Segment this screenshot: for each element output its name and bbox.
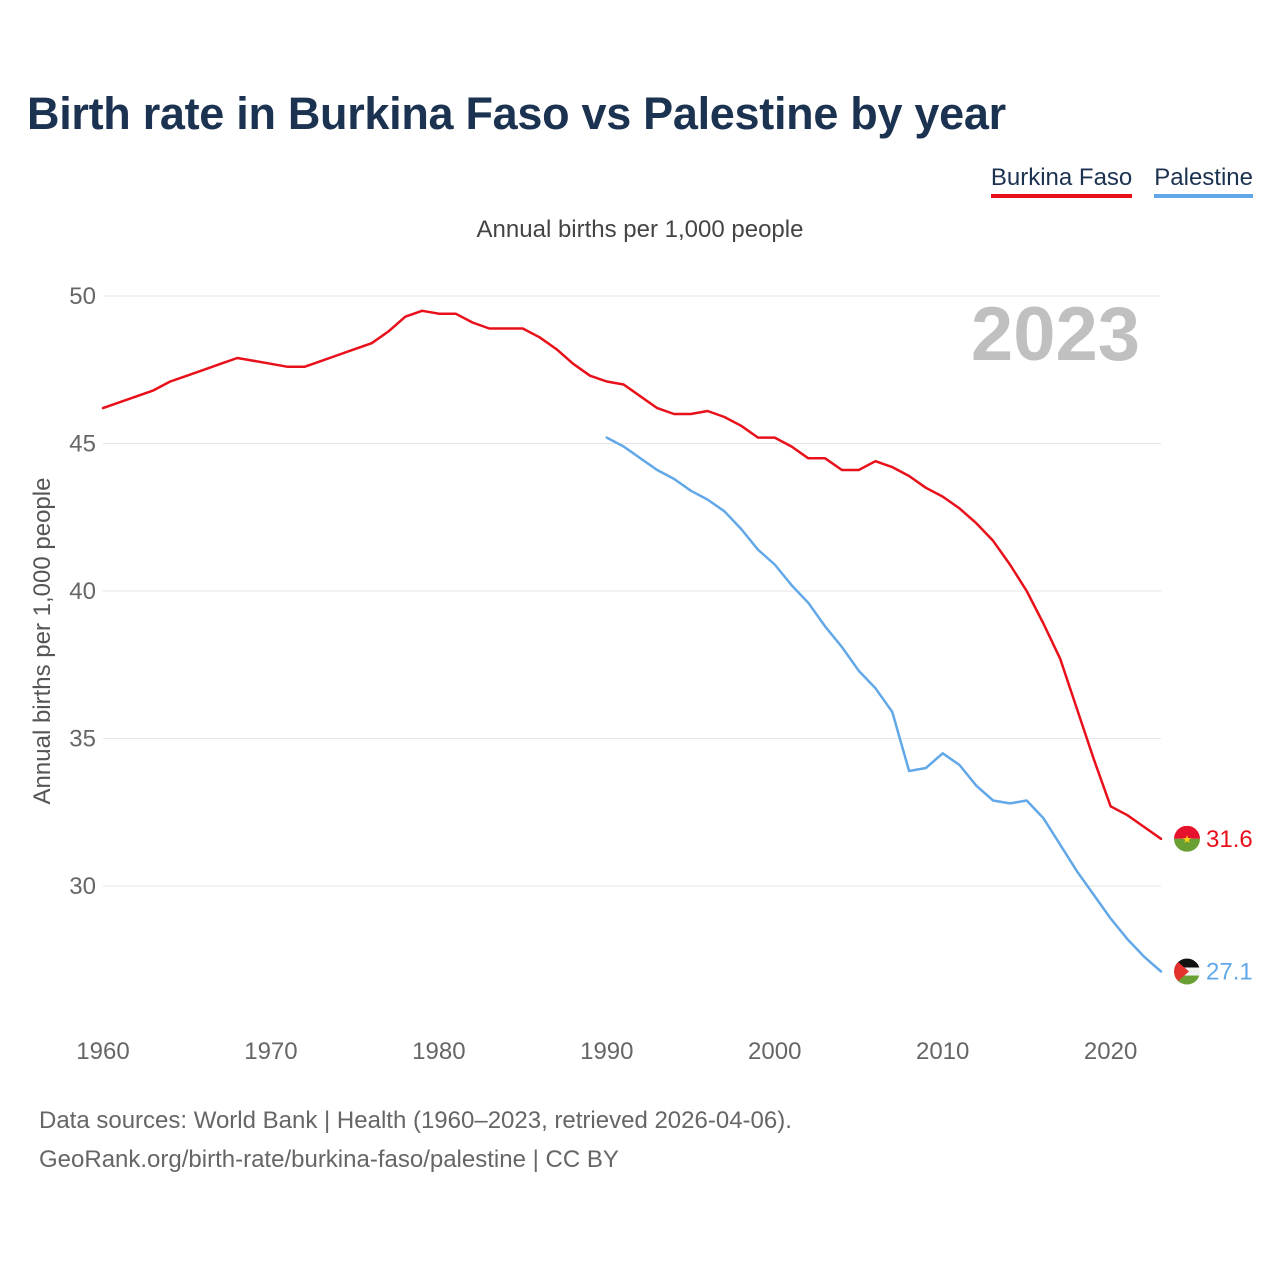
- x-tick-label: 2010: [916, 1038, 969, 1065]
- y-tick-label: 30: [69, 873, 96, 900]
- legend: Burkina Faso Palestine: [990, 164, 1253, 198]
- footer-url: GeoRank.org/birth-rate/burkina-faso/pale…: [39, 1146, 619, 1173]
- footer-sources: Data sources: World Bank | Health (1960–…: [39, 1107, 792, 1134]
- svg-text:★: ★: [1182, 834, 1192, 846]
- y-axis: 30 35 40 45 50: [69, 283, 96, 900]
- gridlines: [103, 295, 1161, 887]
- x-tick-label: 1990: [580, 1038, 633, 1065]
- y-axis-label: Annual births per 1,000 people: [29, 478, 56, 805]
- end-markers: ★ 31.6 27.1: [1174, 825, 1253, 986]
- end-value-label-palestine: 27.1: [1206, 959, 1253, 986]
- palestine-flag-icon: [1174, 958, 1200, 985]
- y-tick-label: 50: [69, 283, 96, 310]
- y-tick-label: 40: [69, 578, 96, 605]
- y-tick-label: 45: [69, 431, 96, 458]
- x-tick-label: 1980: [412, 1038, 465, 1065]
- end-value-label-burkina-faso: 31.6: [1206, 826, 1253, 853]
- legend-item-palestine[interactable]: Palestine: [1154, 164, 1253, 198]
- x-tick-label: 2000: [748, 1038, 801, 1065]
- year-watermark: 2023: [971, 292, 1140, 377]
- chart-subtitle: Annual births per 1,000 people: [476, 216, 804, 243]
- y-tick-label: 35: [69, 726, 96, 753]
- x-tick-label: 2020: [1084, 1038, 1137, 1065]
- burkina-faso-flag-icon: ★: [1174, 825, 1200, 852]
- legend-item-burkina-faso[interactable]: Burkina Faso: [990, 164, 1133, 198]
- x-tick-label: 1970: [244, 1038, 297, 1065]
- series-line-palestine[interactable]: [605, 436, 1163, 973]
- x-tick-label: 1960: [76, 1038, 129, 1065]
- x-axis: 1960 1970 1980 1990 2000 2010 2020: [76, 1038, 1137, 1065]
- series-line-burkina-faso[interactable]: [101, 309, 1163, 841]
- series: [101, 309, 1163, 973]
- chart-title: Birth rate in Burkina Faso vs Palestine …: [27, 88, 1006, 139]
